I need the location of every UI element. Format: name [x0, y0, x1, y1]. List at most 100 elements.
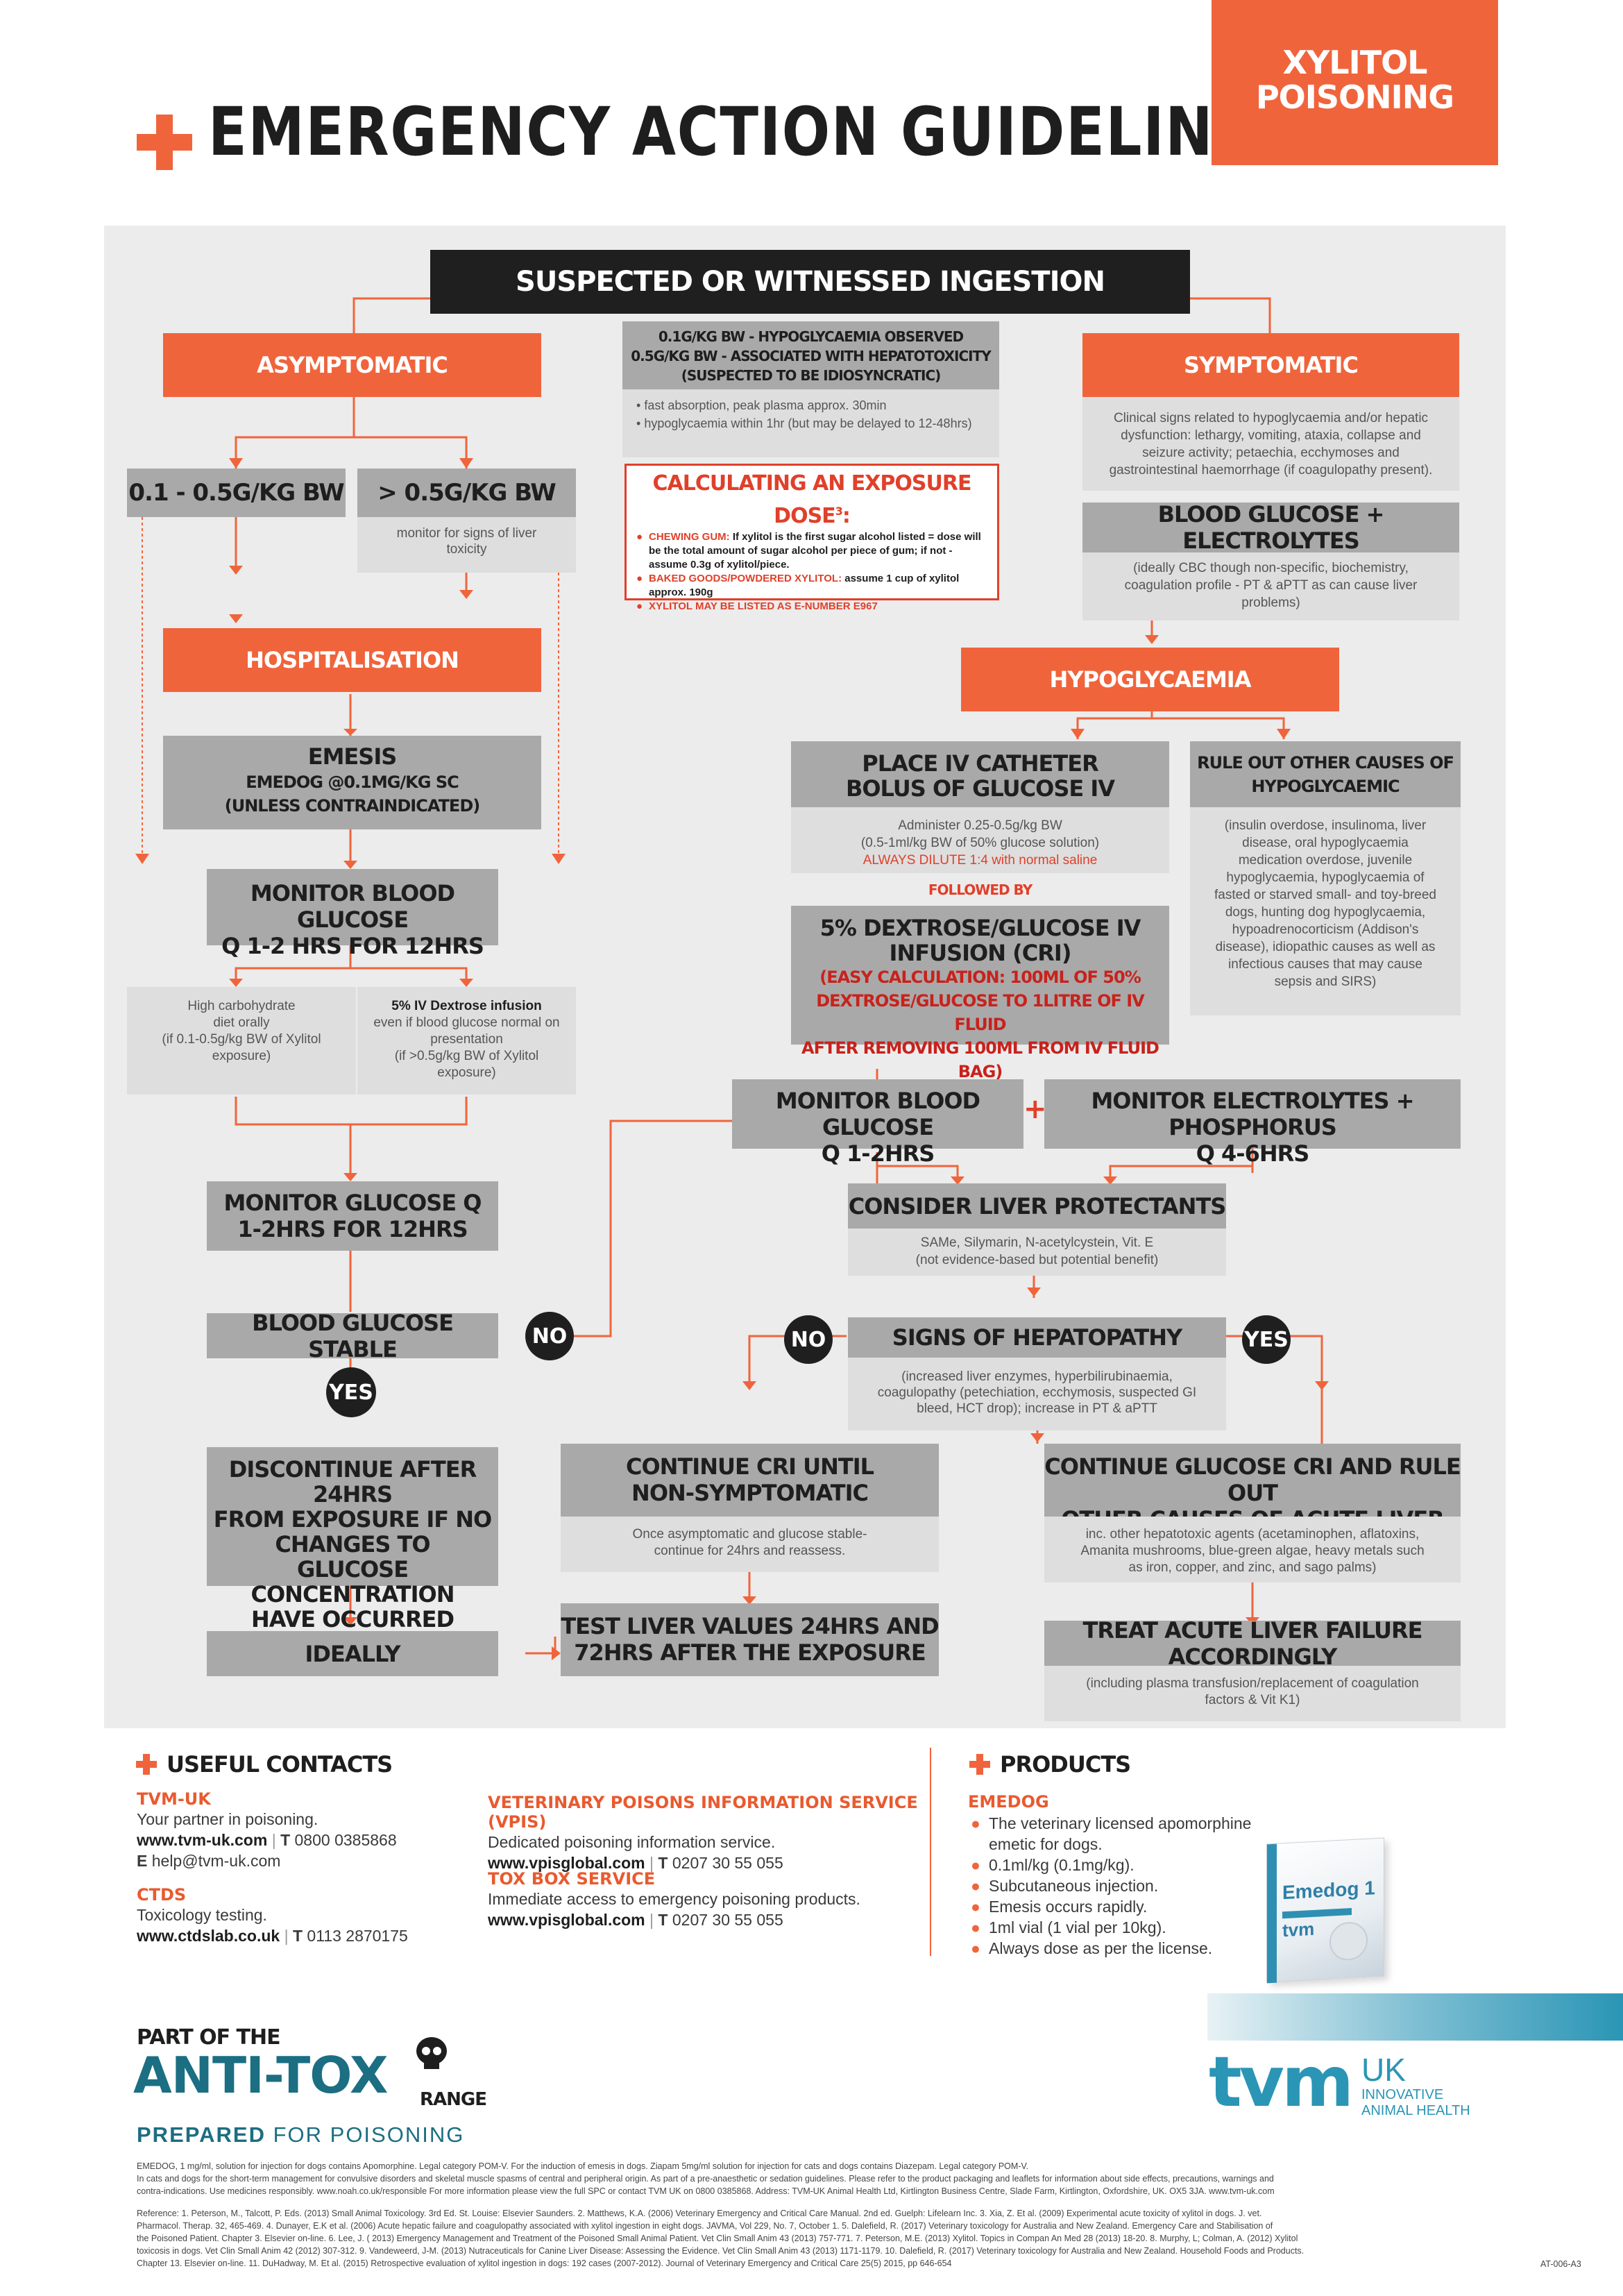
- symptomatic-box: SYMPTOMATIC: [1082, 333, 1459, 397]
- references-text: Reference: 1. Peterson, M., Talcott, P. …: [137, 2207, 1490, 2270]
- exposure-item1-text: If xylitol is the first sugar alcohol li…: [649, 531, 981, 571]
- high-carb-line1: High carbohydrate: [187, 999, 296, 1013]
- ref-line5: Chapter 13. Elsevier on-line. 11. DuHadw…: [137, 2259, 952, 2268]
- dextrose-line5: AFTER REMOVING 100ML FROM IV FLUID BAG): [801, 1038, 1159, 1081]
- dose-bullet-2: • hypoglycaemia within 1hr (but may be d…: [636, 416, 972, 430]
- high-carb-line2: diet orally: [213, 1015, 270, 1030]
- tvm-web-link[interactable]: www.tvm-uk.com: [137, 1831, 268, 1849]
- emedog-bullets: ● The veterinary licensed apomorphine eme…: [971, 1814, 1252, 1957]
- followed-by: FOLLOWED BY: [928, 881, 1033, 898]
- tvm-phone: 0800 0385868: [294, 1831, 397, 1849]
- ref-line1: Reference: 1. Peterson, M., Talcott, P. …: [137, 2209, 1262, 2218]
- vpis-t-label: T: [658, 1854, 668, 1872]
- symptomatic-text: Clinical signs related to hypoglycaemia …: [1082, 397, 1459, 491]
- exposure-item2-label: BAKED GOODS/POWDERED XYLITOL:: [649, 573, 842, 584]
- emedog-box-brand: tvm: [1282, 1918, 1315, 1941]
- discontinue-box: DISCONTINUE AFTER 24HRS FROM EXPOSURE IF…: [207, 1447, 498, 1632]
- ctds-web-link[interactable]: www.ctdslab.co.uk: [137, 1927, 280, 1945]
- monitor-bg-line1: MONITOR BLOOD GLUCOSE: [250, 880, 455, 933]
- no-circle-left: NO: [525, 1312, 574, 1360]
- administer-box: Administer 0.25-0.5g/kg BW (0.5-1ml/kg B…: [791, 807, 1169, 873]
- iv-catheter-line2: BOLUS OF GLUCOSE IV: [845, 775, 1115, 802]
- emesis-box: EMESIS EMEDOG @0.1MG/KG SC (UNLESS CONTR…: [163, 736, 541, 829]
- monitor-elec-line2: Q 4-6HRS: [1196, 1140, 1310, 1167]
- skull-icon: [407, 2030, 456, 2079]
- dose-info-details: • fast absorption, peak plasma approx. 3…: [622, 389, 999, 457]
- iv-dextrose-line2: even if blood glucose normal on presenta…: [373, 1015, 560, 1047]
- hospitalisation-box: HOSPITALISATION: [163, 628, 541, 692]
- contacts-plus-icon: [136, 1754, 157, 1775]
- ctds-desc: Toxicology testing.: [137, 1906, 267, 1924]
- products-plus-icon: [969, 1754, 990, 1775]
- exposure-title: CALCULATING AN EXPOSURE DOSE3:: [652, 471, 972, 528]
- ref-line4: toxicosis in dogs. Vet Clin Small Anim 4…: [137, 2246, 1305, 2256]
- yes-circle-left: YES: [326, 1367, 376, 1417]
- document-code: AT-006-A3: [1540, 2259, 1581, 2269]
- monitor-glucose-line1: MONITOR GLUCOSE Q: [223, 1190, 482, 1216]
- tvm-t-label: T: [280, 1831, 291, 1849]
- emedog-bullet-3: Emesis occurs rapidly.: [989, 1898, 1148, 1916]
- vpis-desc: Dedicated poisoning information service.: [488, 1833, 776, 1851]
- vpis-web-link[interactable]: www.vpisglobal.com: [488, 1854, 645, 1872]
- suspected-ingestion-box: SUSPECTED OR WITNESSED INGESTION: [430, 250, 1190, 314]
- emesis-title: EMESIS: [307, 743, 398, 770]
- iv-dextrose-box: 5% IV Dextrose infusion even if blood gl…: [357, 987, 576, 1095]
- legal-text: EMEDOG, 1 mg/ml, solution for injection …: [137, 2160, 1490, 2197]
- discontinue-line4: GLUCOSE CONCENTRATION: [250, 1556, 454, 1607]
- dose-high-text: monitor for signs of liver toxicity: [357, 517, 576, 573]
- plus-icon: [137, 115, 192, 170]
- tvm-uk: UK: [1361, 2052, 1406, 2088]
- exposure-item2-text: assume 1 cup of xylitol approx. 190g: [649, 573, 960, 598]
- no-circle-right: NO: [784, 1315, 833, 1364]
- tvm-desc: Your partner in poisoning.: [137, 1810, 318, 1828]
- iv-dextrose-line3: (if >0.5g/kg BW of Xylitol exposure): [394, 1049, 539, 1080]
- exposure-dose-box: CALCULATING AN EXPOSURE DOSE3: ● CHEWING …: [624, 464, 999, 612]
- toxbox-web-link[interactable]: www.vpisglobal.com: [488, 1911, 645, 1929]
- dose-bullet-2-text: hypoglycaemia within 1hr (but may be del…: [644, 416, 972, 430]
- liver-protectants-text: SAMe, Silymarin, N-acetylcystein, Vit. E…: [848, 1229, 1226, 1276]
- emedog-product-box: Emedog 1 tvm: [1266, 1837, 1384, 1984]
- emedog-bullet-5: Always dose as per the license.: [989, 1939, 1213, 1957]
- tvm-animal-health: ANIMAL HEALTH: [1361, 2103, 1470, 2118]
- legal-line3: contra-indications. Use medicines respon…: [137, 2186, 1275, 2196]
- dose-info-box: 0.1G/KG BW - HYPOGLYCAEMIA OBSERVED 0.5G…: [622, 321, 999, 389]
- monitor-bg-line2: Q 1-2 HRS FOR 12HRS: [221, 933, 484, 959]
- exposure-item3-label: XYLITOL MAY BE LISTED AS E-NUMBER E967: [649, 600, 878, 612]
- liver-protectants-line1: SAMe, Silymarin, N-acetylcystein, Vit. E: [920, 1235, 1154, 1250]
- rule-out-text: (insulin overdose, insulinoma, liver dis…: [1190, 807, 1461, 1015]
- legal-line1: EMEDOG, 1 mg/ml, solution for injection …: [137, 2161, 1029, 2171]
- test-liver-line2: 72HRS AFTER THE EXPOSURE: [574, 1639, 926, 1666]
- ideally-box: IDEALLY: [207, 1631, 498, 1676]
- tvm-name: TVM-UK: [137, 1789, 211, 1809]
- dextrose-line1: 5% DEXTROSE/GLUCOSE IV: [819, 915, 1141, 941]
- toxbox-desc: Immediate access to emergency poisoning …: [488, 1890, 860, 1908]
- iv-dextrose-title: 5% IV Dextrose infusion: [391, 999, 542, 1013]
- rule-out-box: RULE OUT OTHER CAUSES OF HYPOGLYCAEMIC: [1190, 741, 1461, 807]
- tvm-innovative: INNOVATIVE: [1361, 2087, 1444, 2102]
- test-liver-box: TEST LIVER VALUES 24HRS AND 72HRS AFTER …: [561, 1603, 940, 1676]
- exposure-title-sup: 3: [835, 505, 843, 518]
- signs-hepatopathy-box: SIGNS OF HEPATOPATHY: [848, 1317, 1226, 1358]
- high-carb-box: High carbohydrate diet orally (if 0.1-0.…: [127, 987, 356, 1095]
- liver-protectants-line2: (not evidence-based but potential benefi…: [915, 1253, 1159, 1267]
- tvm-logo: tvm: [1209, 2041, 1354, 2122]
- bge-text: (ideally CBC though non-specific, bioche…: [1082, 552, 1459, 621]
- dextrose-cri-box: 5% DEXTROSE/GLUCOSE IV INFUSION (CRI) (E…: [791, 906, 1169, 1081]
- tvm-e-label: E: [137, 1852, 148, 1870]
- dextrose-line3: (EASY CALCULATION: 100ML OF 50%: [819, 968, 1141, 987]
- anti-tox-x: X: [349, 2046, 389, 2104]
- for-poisoning-text: FOR POISONING: [273, 2122, 465, 2147]
- emedog-bullet-1: 0.1ml/kg (0.1mg/kg).: [989, 1856, 1135, 1874]
- yes-circle-right: YES: [1242, 1315, 1291, 1364]
- dose-info-line3: (SUSPECTED TO BE IDIOSYNCRATIC): [681, 367, 942, 384]
- dextrose-line4: DEXTROSE/GLUCOSE TO 1LITRE OF IV FLUID: [816, 991, 1145, 1034]
- high-carb-line3: (if 0.1-0.5g/kg BW of Xylitol exposure): [162, 1032, 321, 1063]
- administer-line3: ALWAYS DILUTE 1:4 with normal saline: [863, 853, 1098, 868]
- contact-tvm: TVM-UK Your partner in poisoning. www.tv…: [137, 1789, 470, 1871]
- rule-out-line1: RULE OUT OTHER CAUSES OF: [1197, 753, 1454, 773]
- treat-alf-box: TREAT ACUTE LIVER FAILURE ACCORDINGLY: [1044, 1617, 1461, 1670]
- continue-glucose-box: CONTINUE GLUCOSE CRI AND RULE OUT OTHER …: [1044, 1444, 1461, 1559]
- tvm-email-link[interactable]: help@tvm-uk.com: [151, 1852, 281, 1870]
- dextrose-line2: INFUSION (CRI): [889, 940, 1072, 966]
- range-text: RANGE: [420, 2089, 487, 2110]
